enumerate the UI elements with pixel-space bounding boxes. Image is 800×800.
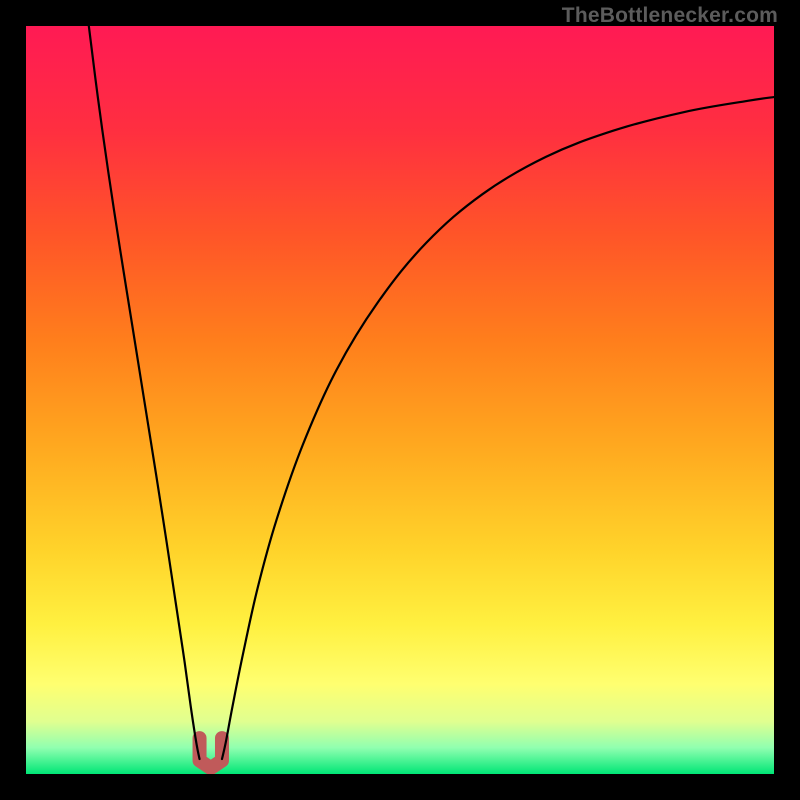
bottleneck-chart: TheBottlenecker.com bbox=[0, 0, 800, 800]
chart-svg bbox=[0, 0, 800, 800]
watermark-text: TheBottlenecker.com bbox=[562, 4, 778, 28]
chart-plot-area bbox=[26, 26, 774, 774]
